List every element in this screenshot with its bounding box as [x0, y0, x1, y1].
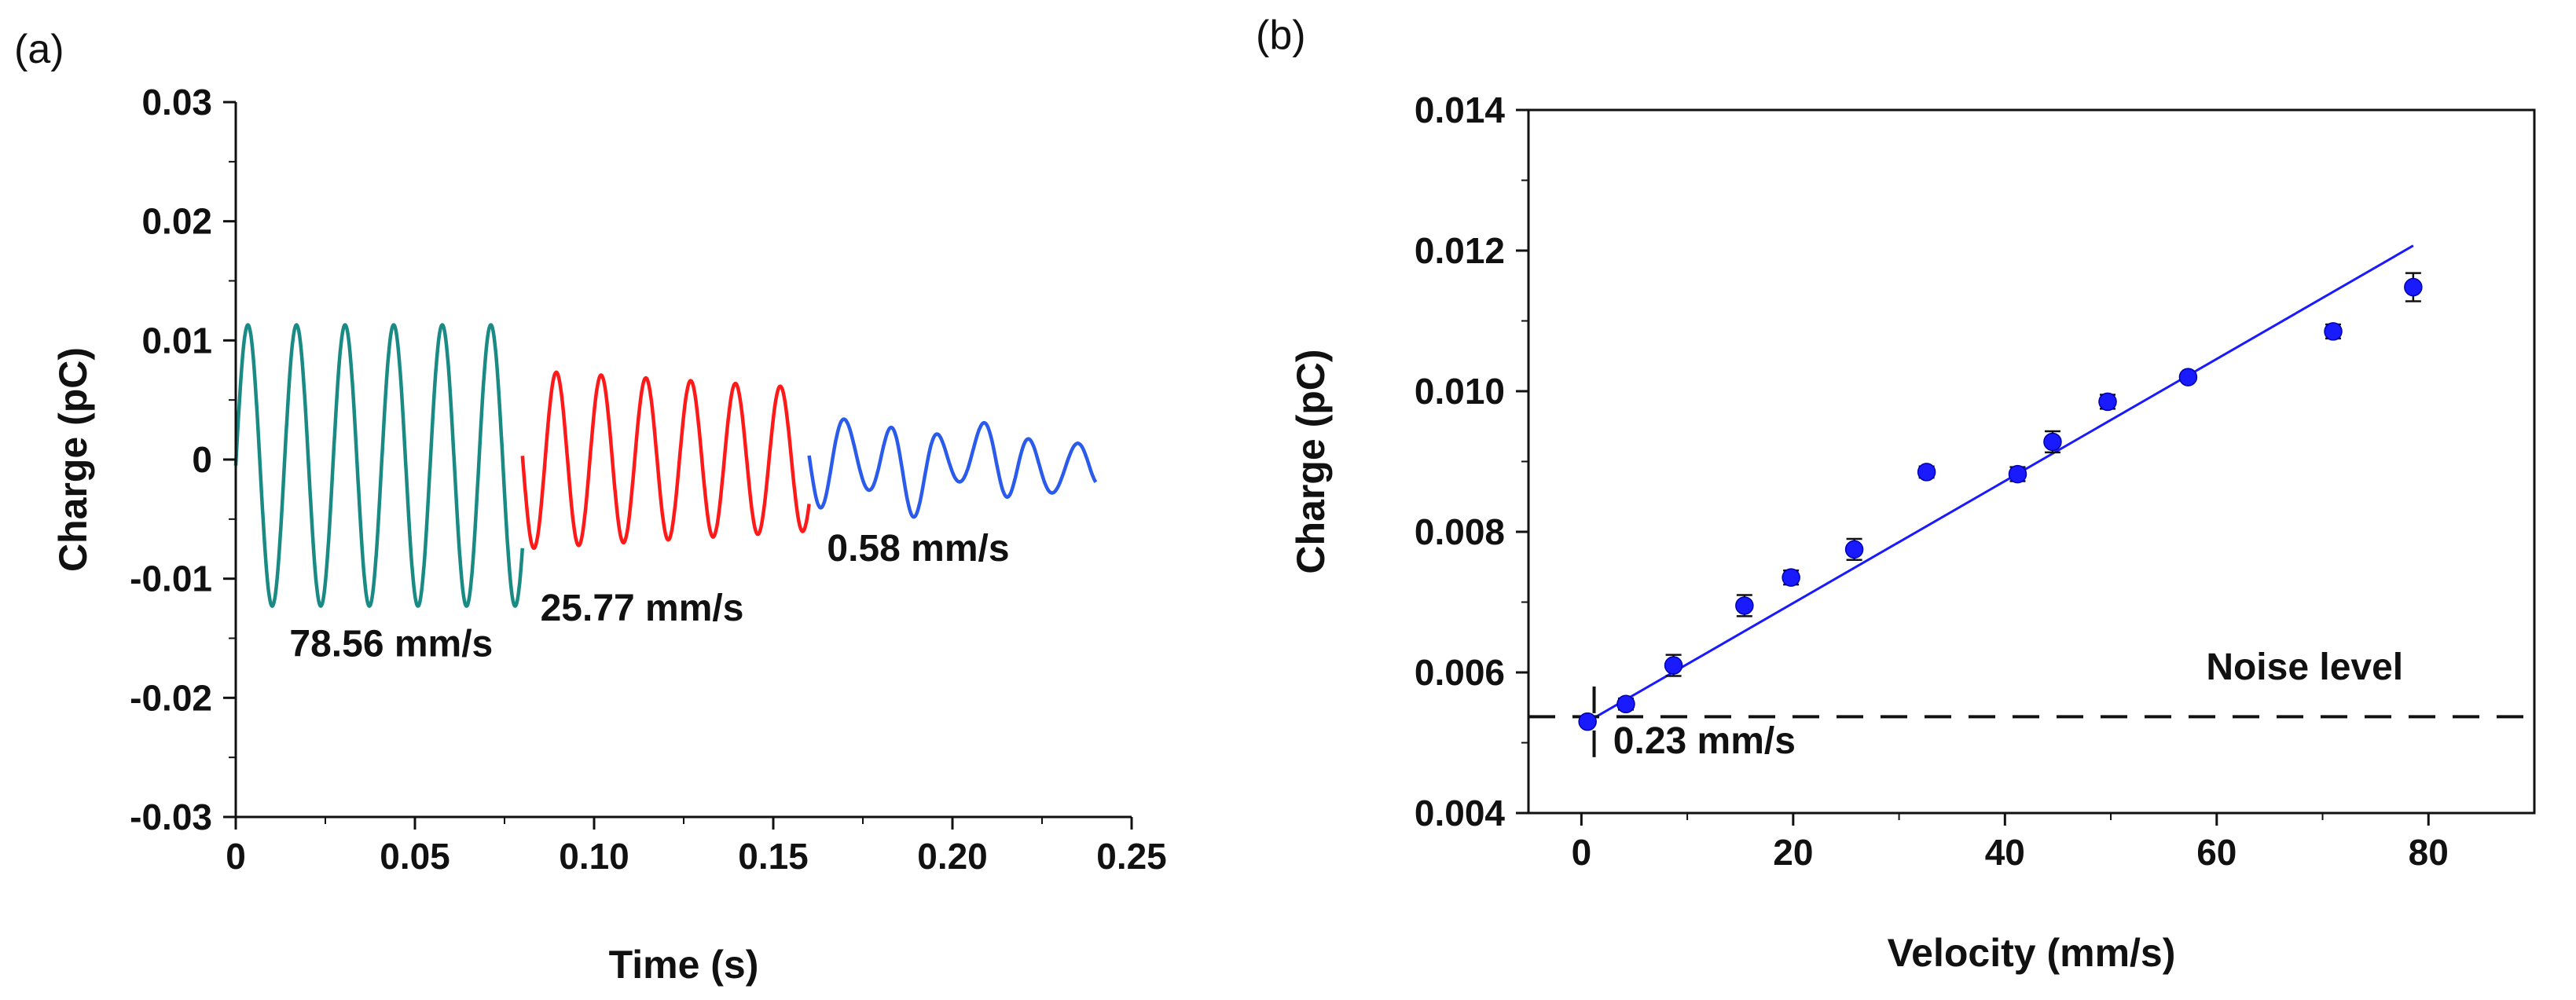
panel-b-data-point — [2008, 464, 2027, 484]
panel-b-y-tick-label: 0.012 — [1415, 230, 1505, 271]
panel-b-y-tick-label: 0.004 — [1415, 793, 1506, 833]
panel-a-series-line — [520, 370, 811, 551]
panel-a-series-lines — [233, 323, 1098, 608]
panel-a-series-line — [807, 417, 1098, 519]
panel-b-x-ticks: 0 20 40 60 80 — [1572, 813, 2449, 873]
panel-b-data-point — [1917, 463, 1936, 482]
panel-a-speed-annotation: 78.56 mm/s — [289, 623, 493, 665]
panel-b-point-marker — [1578, 712, 1597, 731]
panel-b-point-marker — [2098, 392, 2117, 412]
panel-b-point-marker — [1616, 694, 1635, 714]
panel-b-data-point — [1844, 537, 1864, 562]
panel-b-point-marker — [2178, 368, 2198, 386]
panel-a-y-ticks: -0.03 -0.02 -0.01 0 0.01 0.02 0.03 — [130, 82, 236, 837]
panel-a-x-tick-label: 0.10 — [559, 836, 629, 877]
panel-b-plot-frame — [1527, 108, 2536, 815]
panel-b-threshold-label: 0.23 mm/s — [1613, 720, 1796, 762]
panel-b-y-tick-label: 0.008 — [1415, 511, 1505, 552]
panel-b-x-tick-label: 40 — [1985, 832, 2025, 873]
panel-b-point-marker — [2324, 322, 2343, 341]
panel-a-time-trace: (a) 0 0.05 0.10 0.15 0.20 0.25 -0.03-0.02-0.0… — [14, 27, 1167, 987]
panel-a-annotations: 78.56 mm/s 25.77 mm/s 0.58 mm/s — [289, 528, 1009, 665]
panel-b-x-tick-label: 80 — [2409, 832, 2449, 873]
panel-b-data-point — [1782, 568, 1800, 587]
panel-a-x-tick-label: 0 — [226, 836, 246, 877]
panel-a-y-tick-label: -0.01 — [130, 559, 212, 599]
panel-a-x-tick-label: 0.25 — [1096, 836, 1167, 877]
panel-b-data-point — [2043, 430, 2062, 454]
panel-a-speed-annotation: 0.58 mm/s — [827, 528, 1009, 570]
panel-a-x-tick-label: 0.20 — [917, 836, 988, 877]
panel-b-data-point — [2098, 392, 2117, 412]
panel-b-data-point — [1735, 594, 1754, 617]
panel-b-y-tick-label: 0.014 — [1415, 90, 1506, 130]
panel-b-y-axis-label: Charge (pC) — [1289, 349, 1333, 573]
panel-a-x-tick-label: 0.05 — [380, 836, 450, 877]
panel-b-point-marker — [1664, 656, 1683, 675]
panel-b-x-axis-label: Velocity (mm/s) — [1888, 931, 2176, 975]
panel-a-x-tick-label: 0.15 — [738, 836, 809, 877]
panel-b-point-marker — [2008, 464, 2027, 484]
panel-a-y-tick-label: -0.03 — [130, 797, 212, 837]
panel-a-y-tick-label: 0 — [192, 439, 212, 480]
panel-a-y-tick-label: 0.02 — [141, 201, 212, 242]
panel-b-x-tick-label: 20 — [1773, 832, 1813, 873]
panel-a-y-tick-label: 0.03 — [141, 82, 212, 123]
panel-b-point-marker — [1844, 540, 1864, 559]
panel-a-x-ticks: 0 0.05 0.10 0.15 0.20 0.25 — [226, 817, 1167, 877]
panel-b-data-points — [1578, 272, 2423, 731]
panel-b-point-marker — [1735, 596, 1754, 615]
panel-b-data-point — [1616, 694, 1635, 714]
panel-b-label: (b) — [1256, 13, 1306, 58]
panel-b-data-point — [2178, 368, 2198, 386]
panel-b-data-point — [1578, 712, 1597, 731]
panel-b-data-point — [1664, 654, 1683, 677]
panel-b-point-marker — [1782, 568, 1800, 587]
panel-a-y-tick-label: -0.02 — [130, 677, 212, 718]
panel-b-x-tick-label: 0 — [1572, 832, 1592, 873]
panel-a-label: (a) — [14, 27, 64, 72]
panel-b-y-tick-label: 0.006 — [1415, 652, 1505, 693]
panel-a-speed-annotation: 25.77 mm/s — [541, 588, 744, 629]
panel-b-noise-level-label: Noise level — [2206, 647, 2403, 688]
panel-b-x-tick-label: 60 — [2196, 832, 2237, 873]
panel-b-data-point — [2404, 272, 2423, 302]
panel-a-y-tick-label: 0.01 — [141, 320, 212, 361]
panel-b-point-marker — [2404, 277, 2423, 297]
panel-b-velocity-plot: (b) 0 20 40 60 80 0.0040.0060.0080.0100.0120… — [1256, 13, 2536, 975]
panel-b-data-point — [2324, 322, 2343, 341]
panel-b-fit-line — [1587, 244, 2414, 723]
panel-b-point-marker — [1917, 463, 1936, 482]
panel-a-y-axis-label: Charge (pC) — [51, 347, 95, 572]
panel-b-y-tick-label: 0.010 — [1415, 371, 1505, 412]
panel-a-series-line — [233, 323, 525, 608]
panel-b-y-ticks: 0.004 0.006 0.008 0.010 0.012 0.014 — [1415, 90, 1528, 833]
panel-b-point-marker — [2043, 432, 2062, 452]
panel-a-x-axis-label: Time (s) — [609, 943, 759, 987]
